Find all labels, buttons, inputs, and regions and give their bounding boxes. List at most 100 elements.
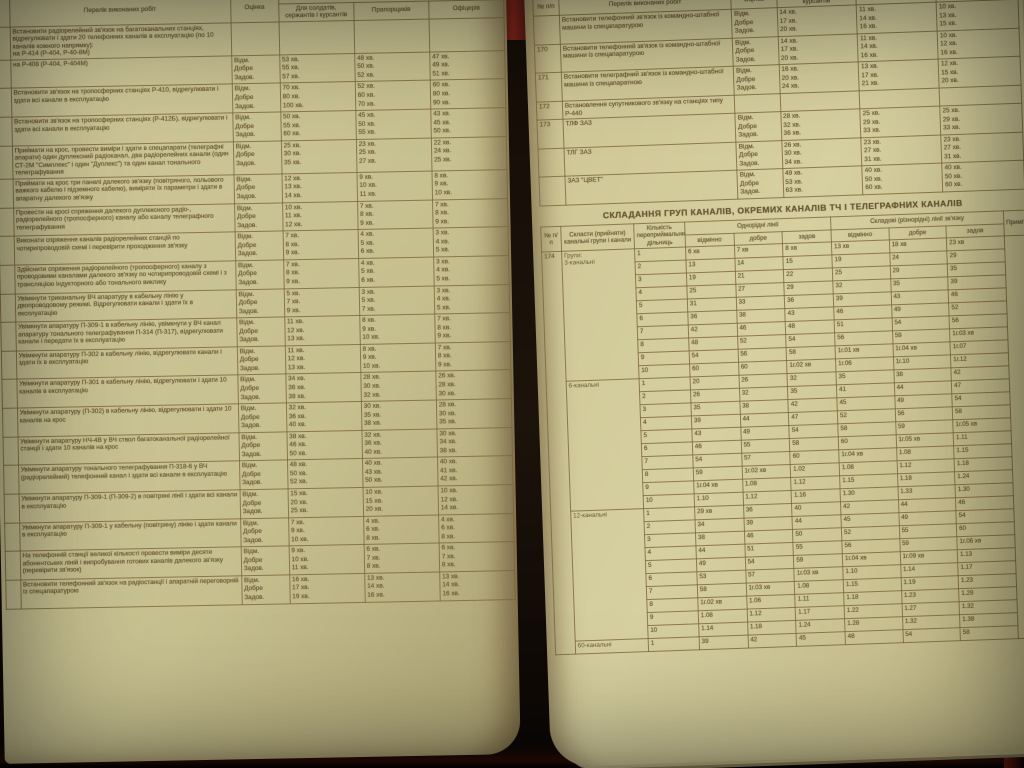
soldiers-time-cell: 9 хв. 10 хв. 11 хв. bbox=[288, 544, 365, 575]
grade-cell: Відм. Добре Задов. bbox=[236, 317, 285, 347]
soldiers-time-cell: 7 хв. 8 хв. 9 хв. bbox=[282, 229, 359, 260]
task-cell: Виконати спряження каналів радіорелейних… bbox=[13, 232, 236, 265]
task-cell: Увімкнути апаратуру НЧ-4В у ВЧ ствол баг… bbox=[17, 432, 240, 466]
right-page: № п/п Перелік виконаних робіт Оцінка Для… bbox=[524, 0, 1024, 768]
t2-num-header: № п/п bbox=[540, 226, 562, 253]
homogeneous-time-cell: 45 bbox=[796, 631, 846, 647]
grade-cell: Відм. Добре Задов. bbox=[239, 488, 289, 519]
grade-cell: Відм. Добре Задов. bbox=[732, 36, 779, 67]
row-number-cell bbox=[5, 551, 21, 581]
row-number-cell bbox=[4, 494, 20, 523]
right-num-header: № п/п bbox=[532, 0, 560, 17]
task-cell: Увімкнути апаратуру П-309-1 (П-309-2) в … bbox=[18, 489, 241, 523]
left-num-header bbox=[0, 0, 10, 28]
row-number-cell bbox=[4, 522, 20, 552]
task-cell: ЗАЗ "ЦВЕТ" bbox=[564, 170, 739, 206]
grade-cell bbox=[230, 21, 280, 56]
row-number-cell bbox=[533, 15, 561, 45]
warrant-time-cell: 32 хв. 36 хв. 40 хв. bbox=[361, 428, 438, 459]
soldiers-time-cell: 48 хв. 50 хв. 52 хв. bbox=[287, 458, 363, 489]
warrant-time-cell: 4 хв. 5 хв. 6 хв. bbox=[357, 228, 434, 259]
officers-time-cell: 6 хв. 7 хв. 8 хв. bbox=[438, 541, 515, 572]
grade-cell: Відм. Добре Задов. bbox=[237, 374, 287, 404]
t2-note-header: Примітка bbox=[1003, 210, 1024, 236]
warrant-time-cell: 25 хв. 29 хв. 33 хв. bbox=[860, 106, 941, 138]
task-cell: Увімкнути апаратуру П-302 в кабельну лін… bbox=[15, 346, 238, 380]
task-cell: Увімкнути триканальну ВЧ апаратуру в каб… bbox=[14, 289, 237, 323]
task-cell: Увімкнути апаратуру П-309-1 у кабельну (… bbox=[19, 518, 241, 552]
officers-time-cell: 7 хв. 8 хв. 9 хв. bbox=[432, 198, 509, 229]
grade-cell: Відм. Добре Задов. bbox=[239, 460, 288, 490]
soldiers-time-cell: 7 хв. 9 хв. 10 хв. bbox=[288, 516, 364, 547]
grade-cell: Відм. Добре Задов. bbox=[231, 54, 280, 85]
grade-cell: Відм. Добре Задов. bbox=[233, 173, 283, 204]
row-number-cell bbox=[0, 207, 14, 237]
grade-cell: Відм. Добре Задов. bbox=[232, 112, 282, 142]
soldiers-time-cell: 7 хв. 8 хв. 9 хв. bbox=[283, 258, 359, 289]
group-label-cell: 60-канальні bbox=[575, 638, 649, 655]
warrant-time-cell: 11 хв. 14 хв. 16 хв. bbox=[856, 2, 938, 34]
left-grade-header: Оцінка bbox=[230, 0, 279, 23]
row-number-cell bbox=[2, 408, 18, 438]
officers-time-cell: 12 хв. 15 хв. 20 хв. bbox=[938, 56, 1022, 89]
grade-cell: Відм. Добре Задов. bbox=[235, 288, 285, 318]
row-number-cell bbox=[538, 176, 566, 207]
soldiers-time-cell: 16 хв. 20 хв. 24 хв. bbox=[778, 62, 860, 94]
right-page-table-1: № п/п Перелік виконаних робіт Оцінка Для… bbox=[532, 0, 1024, 207]
officers-time-cell: 60 хв. 80 хв. 90 хв. bbox=[430, 79, 506, 110]
row-number-cell bbox=[1, 379, 18, 409]
officers-time-cell: 10 хв. 12 хв. 14 хв. bbox=[437, 484, 514, 515]
officers-time-cell: 7 хв. 8 хв. 9 хв. bbox=[434, 312, 511, 343]
row-number-cell bbox=[0, 293, 16, 323]
officers-time-cell: 40 хв. 50 хв. 60 хв. bbox=[941, 160, 1024, 193]
group-label-cell: Групи: 3-канальні bbox=[561, 248, 640, 382]
grade-cell: Відм. Добре Задов. bbox=[234, 202, 283, 233]
homogeneous-time-cell: 42 bbox=[747, 633, 797, 649]
officers-time-cell: 23 хв. 27 хв. 31 хв. bbox=[940, 131, 1024, 164]
soldiers-time-cell: 25 хв. 30 хв. 35 хв. bbox=[281, 139, 357, 174]
warrant-time-cell: 23 хв. 27 хв. 31 хв. bbox=[861, 134, 942, 167]
row-number-cell bbox=[0, 145, 13, 180]
row-number-cell bbox=[0, 117, 13, 147]
left-page: 76 Перелік виконаних робіт Оцінка Час, в… bbox=[0, 0, 521, 764]
grade-cell: Відм. Добре Задов. bbox=[240, 546, 290, 576]
grade-cell: Відм. Добре Задов. bbox=[235, 259, 284, 290]
officers-time-cell: 47 хв. 49 хв. 51 хв. bbox=[429, 50, 506, 81]
officers-time-cell: 30 хв. 34 хв. 38 хв. bbox=[436, 427, 513, 458]
composite-time-cell: 54 bbox=[902, 627, 961, 643]
task-cell: Встановити зв'язок на тропосферних станц… bbox=[10, 84, 233, 118]
row-number-cell: 172 bbox=[536, 101, 563, 121]
grade-cell: Відм. Добре Задов. bbox=[238, 402, 287, 433]
group-label-cell: 12-канальні bbox=[570, 508, 649, 642]
warrant-time-cell: 7 хв. 8 хв. 9 хв. bbox=[357, 199, 433, 230]
row-number-cell bbox=[0, 88, 12, 118]
officers-time-cell: 22 хв. 24 хв. 25 хв. bbox=[431, 136, 507, 171]
warrant-time-cell: 40 хв. 50 хв. 60 хв. bbox=[862, 163, 943, 195]
warrant-time-cell: 13 хв. 14 хв. 16 хв. bbox=[364, 571, 441, 602]
soldiers-time-cell: 10 хв. 11 хв. 12 хв. bbox=[282, 201, 358, 232]
warrant-time-cell: 8 хв. 9 хв. 10 хв. bbox=[360, 342, 436, 373]
grade-cell: Відм. Добре Задов. bbox=[240, 517, 289, 548]
task-cell: Встановити телефонний зв'язок на радіост… bbox=[20, 575, 242, 609]
task-cell: на Р-408 (Р-404, Р-404М) bbox=[10, 55, 232, 89]
soldiers-time-cell: 11 хв. 12 хв. 13 хв. bbox=[284, 315, 361, 346]
grade-cell: Відм. Добре Задов. bbox=[735, 111, 782, 142]
soldiers-time-cell bbox=[278, 20, 355, 55]
warrant-time-cell: 10 хв. 15 хв. 20 хв. bbox=[362, 485, 439, 517]
right-page-table-2: № п/п Скласти (прийняти) канальні групи … bbox=[540, 210, 1024, 656]
row-number-cell bbox=[0, 322, 16, 352]
warrant-time-cell bbox=[353, 18, 430, 54]
task-cell: Приймати на крос три панелі далекого зв'… bbox=[12, 174, 235, 208]
soldiers-time-cell: 12 хв. 13 хв. 14 хв. bbox=[281, 172, 358, 203]
soldiers-time-cell: 70 хв. 80 хв. 100 хв. bbox=[279, 81, 356, 113]
grade-cell: Відм. Добре Задов. bbox=[737, 168, 784, 200]
soldiers-time-cell: 50 хв. 55 хв. 60 хв. bbox=[280, 110, 357, 141]
officers-time-cell: 40 хв. 41 хв. 42 хв. bbox=[437, 455, 514, 486]
row-number-cell: 170 bbox=[534, 44, 562, 74]
warrant-time-cell: 28 хв. 30 хв. 32 хв. bbox=[360, 371, 437, 402]
warrant-time-cell: 8 хв. 9 хв. 10 хв. bbox=[359, 314, 436, 345]
row-number-cell bbox=[0, 179, 14, 208]
row-number-cell bbox=[0, 236, 15, 266]
task-cell: Увімкнути апаратуру (П-302) в кабельну л… bbox=[17, 403, 239, 437]
